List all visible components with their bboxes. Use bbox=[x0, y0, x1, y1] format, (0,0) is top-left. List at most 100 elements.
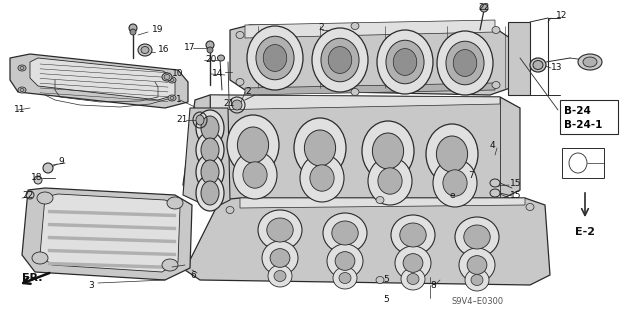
Polygon shape bbox=[508, 22, 530, 95]
Ellipse shape bbox=[578, 54, 602, 70]
Text: 19: 19 bbox=[152, 26, 163, 34]
Ellipse shape bbox=[201, 138, 219, 162]
Ellipse shape bbox=[236, 32, 244, 39]
Text: 9: 9 bbox=[58, 158, 64, 167]
Ellipse shape bbox=[362, 121, 414, 181]
Ellipse shape bbox=[201, 160, 219, 184]
Ellipse shape bbox=[196, 132, 224, 168]
Ellipse shape bbox=[20, 66, 24, 70]
Ellipse shape bbox=[164, 75, 170, 79]
Ellipse shape bbox=[196, 154, 224, 190]
Ellipse shape bbox=[395, 246, 431, 280]
Ellipse shape bbox=[18, 87, 26, 93]
Ellipse shape bbox=[233, 151, 277, 199]
Ellipse shape bbox=[401, 268, 425, 290]
Polygon shape bbox=[210, 95, 500, 110]
Ellipse shape bbox=[437, 31, 493, 95]
Ellipse shape bbox=[218, 55, 225, 61]
Ellipse shape bbox=[351, 88, 359, 95]
Polygon shape bbox=[245, 83, 495, 95]
Ellipse shape bbox=[312, 28, 368, 92]
Ellipse shape bbox=[464, 225, 490, 249]
Ellipse shape bbox=[323, 213, 367, 253]
Bar bbox=[562, 148, 604, 178]
Ellipse shape bbox=[386, 40, 424, 84]
Text: 14: 14 bbox=[212, 69, 223, 78]
Ellipse shape bbox=[232, 100, 242, 110]
Ellipse shape bbox=[443, 170, 467, 196]
Text: 21: 21 bbox=[223, 100, 234, 108]
Ellipse shape bbox=[446, 41, 484, 85]
Ellipse shape bbox=[294, 118, 346, 178]
Ellipse shape bbox=[170, 78, 174, 81]
Text: 13: 13 bbox=[551, 63, 563, 72]
Text: E-2: E-2 bbox=[575, 227, 595, 237]
Text: 7: 7 bbox=[468, 170, 474, 180]
Ellipse shape bbox=[18, 65, 26, 71]
Ellipse shape bbox=[268, 265, 292, 287]
Text: 10: 10 bbox=[172, 69, 184, 78]
Ellipse shape bbox=[465, 269, 489, 291]
Ellipse shape bbox=[37, 192, 53, 204]
Ellipse shape bbox=[376, 197, 384, 204]
Ellipse shape bbox=[492, 26, 500, 33]
Text: S9V4–E0300: S9V4–E0300 bbox=[452, 298, 504, 307]
Ellipse shape bbox=[267, 218, 293, 242]
Ellipse shape bbox=[141, 47, 149, 54]
Ellipse shape bbox=[201, 181, 219, 205]
Ellipse shape bbox=[138, 44, 152, 56]
Text: FR.: FR. bbox=[22, 273, 42, 283]
Ellipse shape bbox=[236, 78, 244, 85]
Ellipse shape bbox=[262, 241, 298, 275]
Ellipse shape bbox=[263, 45, 287, 71]
Text: 4: 4 bbox=[490, 140, 495, 150]
Text: 3: 3 bbox=[88, 280, 93, 290]
Ellipse shape bbox=[207, 47, 213, 53]
Ellipse shape bbox=[196, 175, 224, 211]
Ellipse shape bbox=[400, 223, 426, 247]
Ellipse shape bbox=[196, 110, 224, 146]
Ellipse shape bbox=[196, 115, 204, 125]
Ellipse shape bbox=[490, 189, 500, 197]
Ellipse shape bbox=[327, 244, 363, 278]
Ellipse shape bbox=[530, 58, 546, 72]
Ellipse shape bbox=[480, 4, 488, 12]
Ellipse shape bbox=[333, 267, 357, 289]
Text: 12: 12 bbox=[556, 11, 568, 19]
Polygon shape bbox=[185, 198, 550, 285]
Ellipse shape bbox=[526, 204, 534, 211]
Text: 22: 22 bbox=[22, 190, 33, 199]
Text: 15: 15 bbox=[510, 191, 522, 201]
Ellipse shape bbox=[351, 23, 359, 29]
Ellipse shape bbox=[407, 273, 419, 285]
Ellipse shape bbox=[247, 26, 303, 90]
Text: 5: 5 bbox=[383, 295, 388, 305]
Ellipse shape bbox=[433, 159, 477, 207]
Ellipse shape bbox=[256, 36, 294, 80]
Ellipse shape bbox=[300, 154, 344, 202]
Ellipse shape bbox=[270, 249, 290, 267]
Ellipse shape bbox=[129, 24, 137, 32]
Ellipse shape bbox=[237, 127, 269, 163]
Ellipse shape bbox=[32, 252, 48, 264]
Text: 22: 22 bbox=[478, 4, 489, 12]
Ellipse shape bbox=[372, 133, 404, 169]
Text: 20: 20 bbox=[205, 56, 216, 64]
Ellipse shape bbox=[328, 47, 352, 73]
Ellipse shape bbox=[471, 275, 483, 286]
Text: e: e bbox=[450, 190, 456, 199]
Text: B-24: B-24 bbox=[564, 106, 591, 116]
Polygon shape bbox=[183, 108, 230, 205]
Polygon shape bbox=[10, 54, 188, 108]
Text: 8: 8 bbox=[430, 280, 436, 290]
Ellipse shape bbox=[274, 271, 286, 281]
Ellipse shape bbox=[403, 254, 423, 272]
Bar bbox=[560, 100, 618, 134]
Text: 11: 11 bbox=[14, 106, 26, 115]
Text: 17: 17 bbox=[184, 42, 195, 51]
Ellipse shape bbox=[43, 163, 53, 173]
Ellipse shape bbox=[20, 88, 24, 92]
Text: 2: 2 bbox=[318, 24, 324, 33]
Ellipse shape bbox=[335, 252, 355, 270]
Text: 6: 6 bbox=[190, 271, 196, 279]
